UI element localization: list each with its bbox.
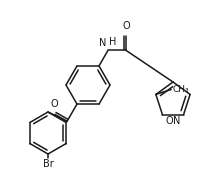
Text: N: N — [99, 38, 106, 48]
Text: O: O — [50, 99, 58, 109]
Text: Br: Br — [43, 159, 53, 169]
Text: N: N — [173, 116, 181, 126]
Text: CH₃: CH₃ — [172, 85, 189, 94]
Text: O: O — [122, 21, 130, 31]
Text: O: O — [165, 116, 173, 126]
Text: H: H — [109, 37, 116, 47]
